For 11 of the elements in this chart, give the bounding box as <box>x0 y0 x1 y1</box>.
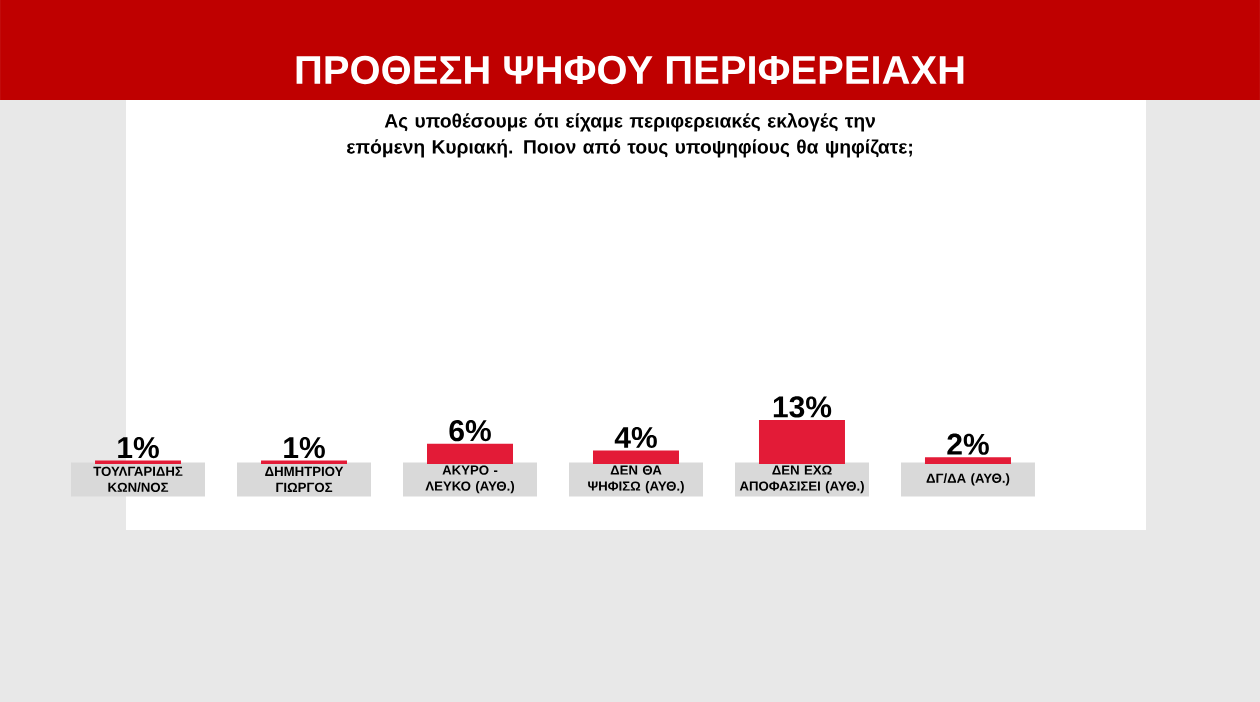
data-label: 13% <box>773 396 832 418</box>
data-label: 6% <box>449 420 491 442</box>
chart-title: ΠΡΟΘΕΣΗ ΨΗΦΟΥ ΠΕΡΙΦΕΡΕΙΑΧΗ <box>296 55 964 85</box>
data-label: 4% <box>614 426 657 449</box>
bar <box>592 450 679 464</box>
data-label: 2% <box>947 433 989 455</box>
data-label: 1% <box>284 437 325 459</box>
chart-subtitle: Ας υποθέσουμε ότι είχαμε περιφερειακές εκλογές την επόμενη Κυριακή. Ποιον από τους υποψηφίους θα ψηφίζατε; <box>347 113 912 158</box>
data-label: 1% <box>118 437 159 459</box>
bar <box>427 443 513 464</box>
bar <box>924 457 1011 464</box>
